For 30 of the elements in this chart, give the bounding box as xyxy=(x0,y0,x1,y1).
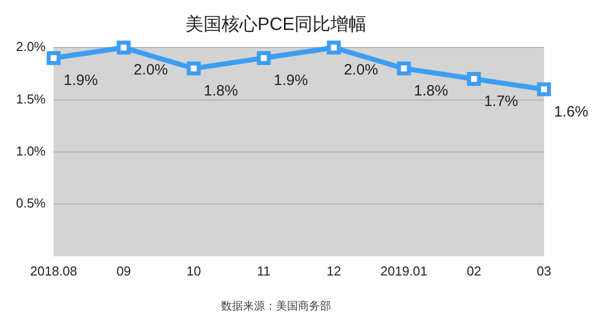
data-label: 1.9% xyxy=(274,72,308,90)
data-label: 1.7% xyxy=(484,93,518,110)
x-tick-label: 03 xyxy=(536,264,552,279)
x-tick-label: 2018.08 xyxy=(30,264,78,279)
point xyxy=(396,62,411,76)
x-tick-label: 2019.01 xyxy=(380,264,428,279)
point xyxy=(116,40,131,55)
point xyxy=(537,82,551,96)
y-tick-label: 1.5% xyxy=(16,91,46,106)
point xyxy=(46,51,61,65)
data-label: 2.0% xyxy=(344,62,378,79)
data-label: 1.9% xyxy=(64,72,98,90)
data-label: 1.8% xyxy=(414,82,448,100)
y-tick-label: 2.0% xyxy=(16,39,46,54)
point xyxy=(256,51,271,65)
data-label: 1.6% xyxy=(554,103,588,120)
x-tick-label: 11 xyxy=(257,264,271,279)
point xyxy=(326,40,341,55)
x-tick-label: 12 xyxy=(326,264,342,279)
chart-title: 美国核心PCE同比增幅 xyxy=(185,14,367,34)
y-tick-label: 1.0% xyxy=(16,143,46,158)
x-tick-label: 09 xyxy=(116,264,131,279)
data-label: 1.8% xyxy=(204,82,238,100)
y-tick-label: 0.5% xyxy=(16,196,46,211)
data-label: 2.0% xyxy=(134,62,168,79)
point xyxy=(186,62,201,76)
x-tick-label: 02 xyxy=(466,264,482,279)
source-note: 数据来源：美国商务部 xyxy=(221,299,331,312)
point xyxy=(467,72,481,86)
x-tick-label: 10 xyxy=(186,264,201,279)
